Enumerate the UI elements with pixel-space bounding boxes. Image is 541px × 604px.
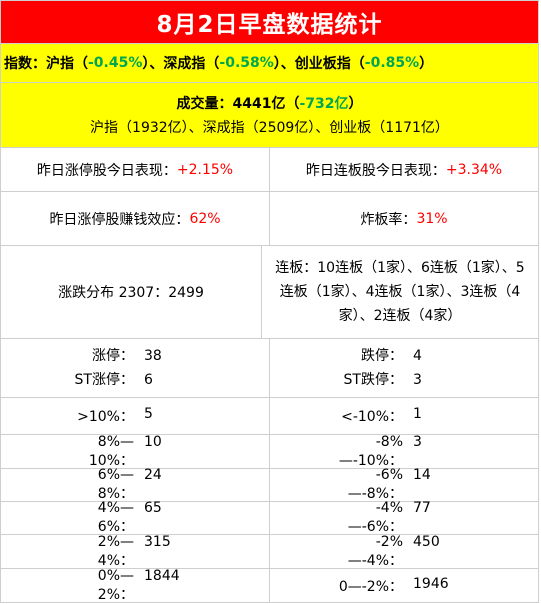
range-up-label: >10%： [77, 409, 134, 425]
range-down-value: 77 [413, 500, 431, 516]
volume-breakdown: 沪指（1932亿）、深成指（2509亿）、创业板（1171亿） [90, 120, 449, 136]
profit-effect-value: 62% [189, 210, 221, 227]
index-end: ） [419, 56, 434, 72]
sz-index-name: ）、深成指（ [142, 56, 220, 72]
range-down: <-10%： 1 [269, 398, 538, 434]
limit-count-row: 涨停： 38 ST涨停： 6 跌停： 4 ST跌停： 3 [1, 338, 538, 397]
volume-end: ） [348, 96, 363, 112]
consecutive-performance: 昨日连板股今日表现： +3.34% [269, 148, 538, 191]
sh-index-name: 沪指（ [46, 56, 88, 72]
range-row: 8%—10%： 10 -8%—-10%： 3 [1, 433, 538, 469]
blast-rate-value: 31% [416, 210, 448, 227]
cy-index-change: -0.85% [364, 55, 420, 71]
volume-label: 成交量：4441亿（ [176, 96, 300, 112]
range-up-value: 1844 [144, 567, 180, 584]
volume-total: 成交量：4441亿（-732亿） [176, 93, 362, 113]
limit-down-counts: 跌停： 4 ST跌停： 3 [269, 339, 538, 397]
limit-up-pair: 涨停： 38 [66, 344, 204, 368]
range-down: -2%—-4%： 450 [269, 533, 538, 569]
range-down-label: -8%—-10%： [338, 433, 403, 469]
range-down-value: 1 [413, 406, 422, 422]
blast-rate-label: 炸板率： [360, 211, 417, 228]
sh-index-change: -0.45% [88, 55, 143, 71]
distribution-row: 涨跌分布 2307：2499 连板：10连板（1家）、6连板（1家）、5连板（1… [1, 245, 538, 338]
range-up-label: 0%—2%： [97, 567, 134, 603]
limit-up-performance: 昨日涨停股今日表现： +2.15% [1, 148, 269, 191]
st-limit-up-label: ST涨停： [74, 372, 134, 388]
index-label: 指数： [4, 56, 46, 72]
limit-down-value: 4 [413, 348, 422, 364]
range-up: 0%—2%： 1844 [1, 567, 269, 603]
range-up: 4%—6%： 65 [1, 500, 269, 535]
consecutive-performance-label: 昨日连板股今日表现： [305, 162, 446, 179]
range-row: 0%—2%： 1844 0—-2%： 1946 [1, 567, 538, 603]
range-row: >10%： 5 <-10%： 1 [1, 397, 538, 434]
range-up-value: 24 [144, 467, 162, 483]
limit-up-label: 涨停： [92, 348, 134, 364]
profit-effect: 昨日涨停股赚钱效应： 62% [1, 192, 269, 245]
effect-row: 昨日涨停股赚钱效应： 62% 炸板率： 31% [1, 191, 538, 245]
range-down: 0—-2%： 1946 [269, 569, 538, 602]
consecutive-performance-value: +3.34% [445, 161, 503, 178]
range-down: -8%—-10%： 3 [269, 433, 538, 469]
limit-up-performance-value: +2.15% [176, 161, 234, 178]
limit-up-performance-label: 昨日涨停股今日表现： [36, 162, 177, 179]
blast-rate: 炸板率： 31% [269, 192, 538, 245]
limit-down-label: 跌停： [361, 348, 403, 364]
consecutive-boards: 连板：10连板（1家）、6连板（1家）、5连板（1家）、4连板（1家）、3连板（… [261, 246, 538, 338]
limit-down-pair: 跌停： 4 [335, 344, 473, 368]
range-down-label: -4%—-6%： [347, 500, 403, 535]
st-limit-up-pair: ST涨停： 6 [66, 368, 204, 392]
range-down-label: 0—-2%： [338, 578, 403, 595]
range-down: -6%—-8%： 14 [269, 467, 538, 502]
range-up: 2%—4%： 315 [1, 533, 269, 569]
range-down-value: 3 [413, 433, 422, 450]
range-up-label: 8%—10%： [88, 433, 134, 469]
range-row: 6%—8%： 24 -6%—-8%： 14 [1, 467, 538, 502]
range-row: 4%—6%： 65 -4%—-6%： 77 [1, 500, 538, 535]
performance-row: 昨日涨停股今日表现： +2.15% 昨日连板股今日表现： +3.34% [1, 147, 538, 191]
range-down-label: -6%—-8%： [347, 467, 403, 502]
cy-index-name: ）、创业板指（ [273, 56, 365, 72]
range-up-label: 2%—4%： [97, 533, 134, 569]
range-up: >10%： 5 [1, 398, 269, 434]
range-down-value: 1946 [413, 575, 449, 592]
range-row: 2%—4%： 315 -2%—-4%： 450 [1, 533, 538, 569]
range-down-label: <-10%： [341, 409, 403, 425]
limit-up-value: 38 [144, 348, 162, 364]
range-up-value: 10 [144, 433, 162, 450]
st-limit-down-value: 3 [413, 372, 422, 388]
st-limit-down-label: ST跌停： [343, 372, 403, 388]
range-down-value: 14 [413, 467, 431, 483]
range-up: 8%—10%： 10 [1, 433, 269, 469]
limit-up-counts: 涨停： 38 ST涨停： 6 [1, 339, 269, 397]
sz-index-change: -0.58% [219, 55, 274, 71]
range-up-value: 65 [144, 500, 162, 516]
volume-change: -732亿 [299, 96, 349, 112]
range-up: 6%—8%： 24 [1, 467, 269, 502]
st-limit-down-pair: ST跌停： 3 [335, 368, 473, 392]
range-down-label: -2%—-4%： [347, 533, 403, 569]
range-up-label: 4%—6%： [97, 500, 134, 535]
st-limit-up-value: 6 [144, 372, 153, 388]
range-down-value: 450 [413, 533, 440, 550]
profit-effect-label: 昨日涨停股赚钱效应： [49, 211, 190, 228]
range-up-label: 6%—8%： [97, 467, 134, 502]
index-summary-row: 指数： 沪指（ -0.45% ）、深成指（ -0.58% ）、创业板指（ -0.… [1, 43, 538, 82]
page-title: 8月2日早盘数据统计 [1, 1, 538, 43]
volume-row: 成交量：4441亿（-732亿） 沪指（1932亿）、深成指（2509亿）、创业… [1, 82, 538, 147]
range-up-value: 5 [144, 406, 153, 422]
rise-fall-distribution: 涨跌分布 2307：2499 [58, 285, 204, 301]
range-up-value: 315 [144, 533, 171, 550]
range-down: -4%—-6%： 77 [269, 500, 538, 535]
